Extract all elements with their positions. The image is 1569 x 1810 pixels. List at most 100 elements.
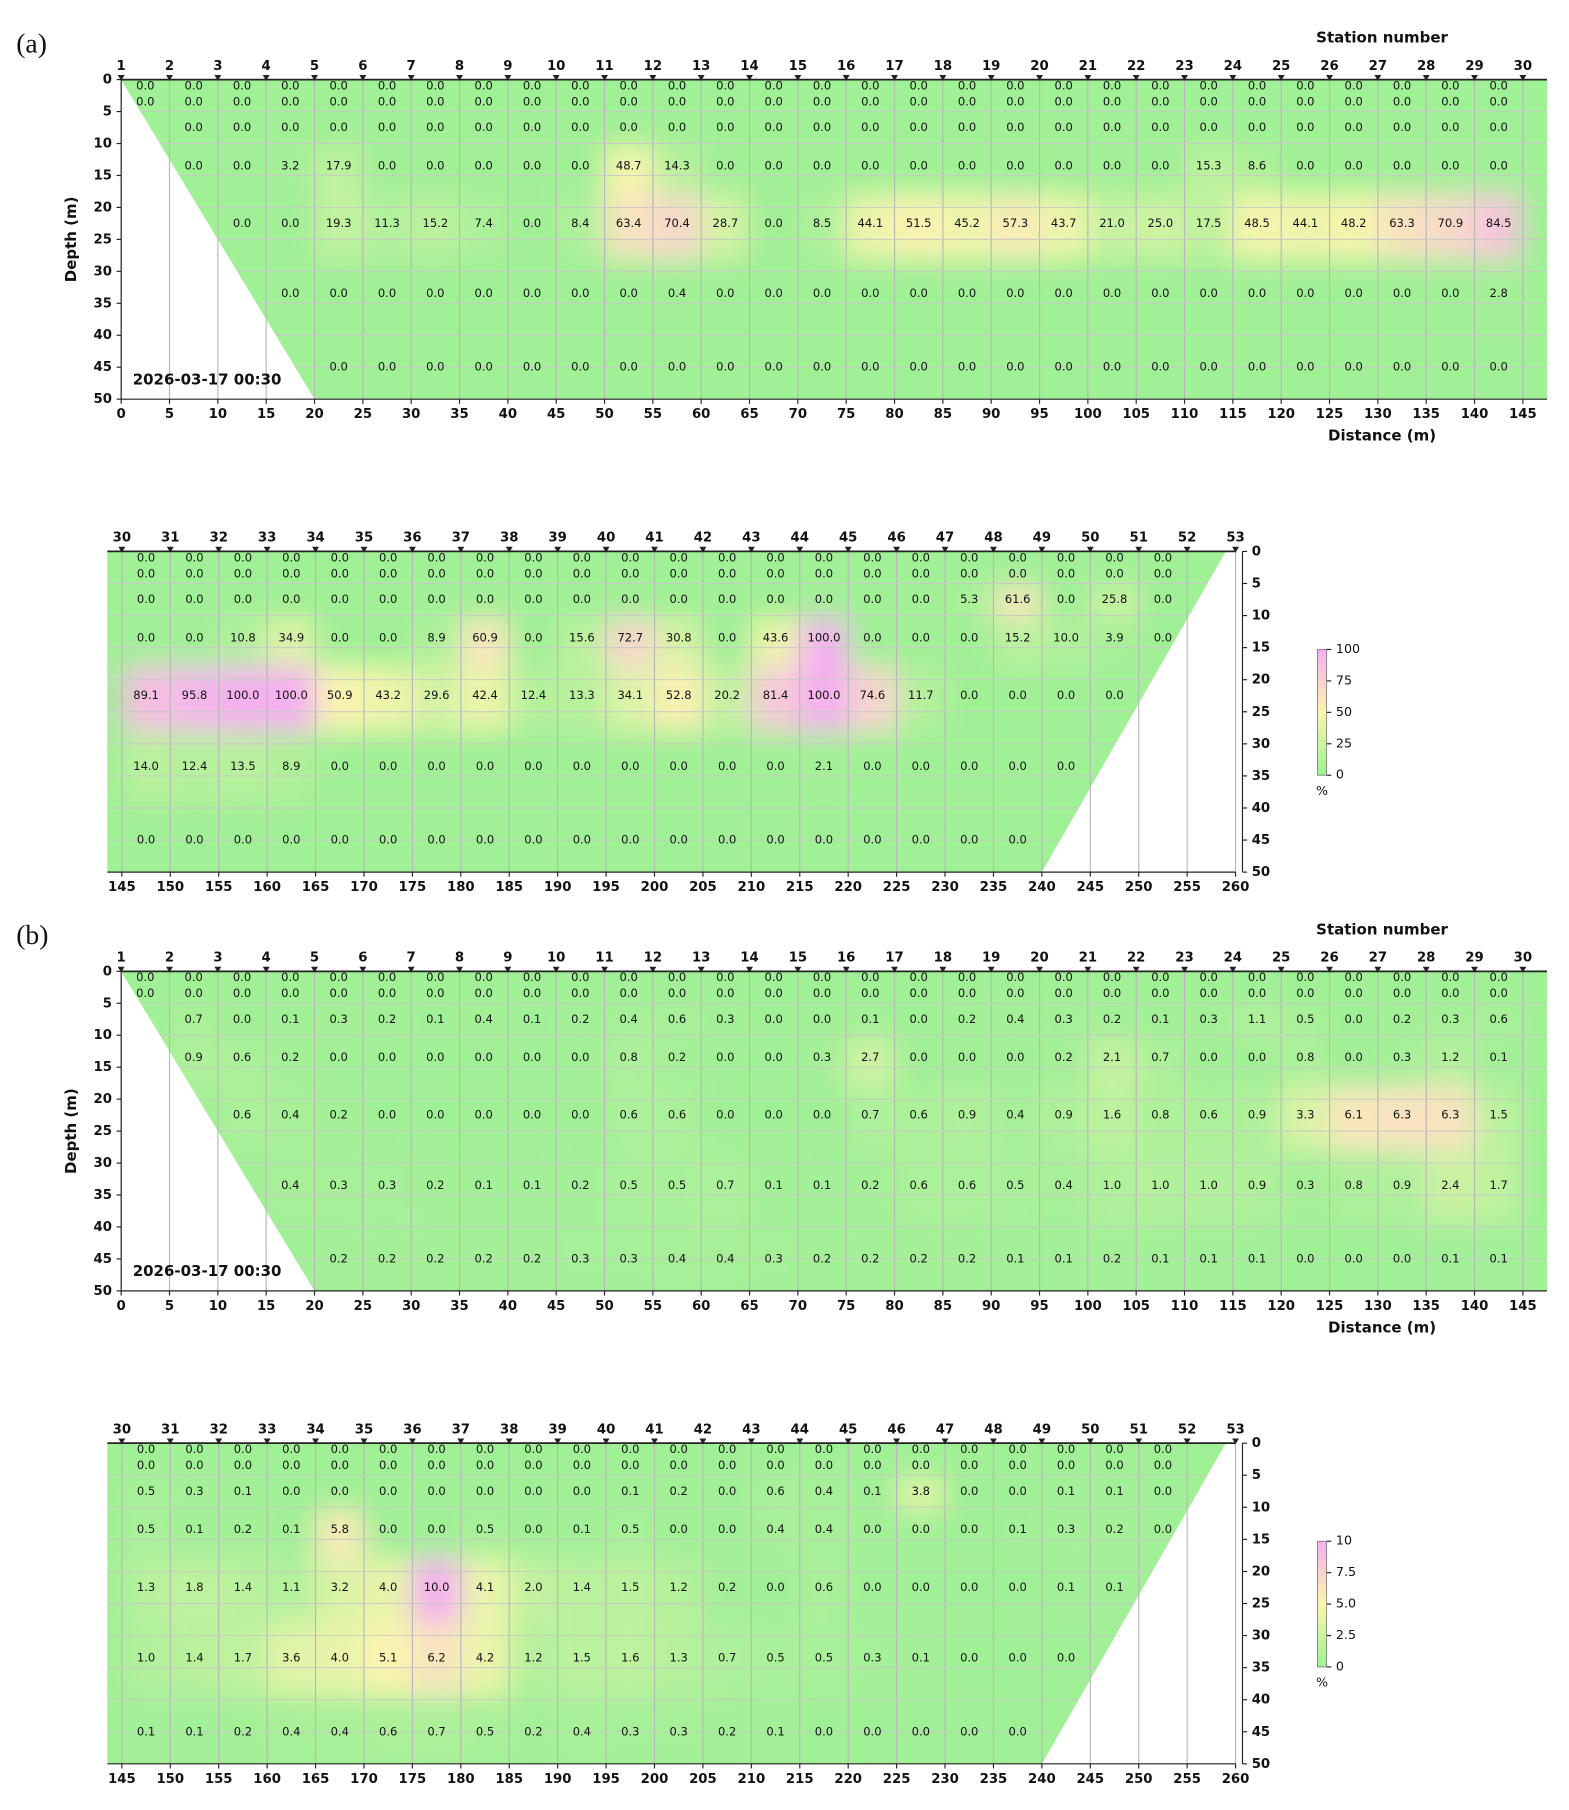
cell-value: 0.9 — [1393, 1178, 1411, 1192]
cell-value: 0.0 — [863, 1442, 881, 1456]
cell-value: 1.1 — [282, 1580, 300, 1594]
cell-value: 0.0 — [1055, 120, 1073, 134]
station-number: 21 — [1079, 950, 1097, 965]
heat-cell — [314, 1222, 363, 1291]
heat-cell — [604, 114, 653, 147]
heat-cell — [314, 79, 363, 94]
heat-cell — [1039, 330, 1088, 400]
heat-cell — [942, 93, 992, 115]
station-marker — [891, 74, 898, 81]
x-tick-label: 55 — [644, 407, 662, 422]
cell-value: 0.0 — [137, 592, 155, 606]
heat-blur — [121, 551, 1188, 873]
heat-cell — [170, 1622, 219, 1695]
heat-cell — [1426, 258, 1475, 331]
station-marker — [1422, 74, 1430, 81]
y-tick-label: 35 — [1252, 1661, 1270, 1676]
station-marker — [1132, 74, 1140, 81]
heat-cell — [894, 1038, 943, 1087]
heat-cell — [606, 1478, 655, 1511]
cell-value: 0.0 — [716, 986, 734, 1000]
heat-cell — [799, 666, 849, 732]
heat-cell — [121, 971, 170, 986]
heat-cell — [702, 618, 752, 667]
station-number: 40 — [597, 1422, 615, 1437]
cell-value: 0.0 — [523, 94, 541, 108]
heat-cell — [1087, 194, 1137, 259]
heat-cell — [412, 1622, 461, 1695]
heat-cell — [846, 1086, 895, 1151]
heat-cell — [460, 803, 510, 873]
heat-cell — [267, 1478, 316, 1511]
heat-cell — [606, 1443, 655, 1458]
station-marker — [505, 1438, 513, 1445]
cell-value: 0.8 — [1296, 1050, 1314, 1064]
cell-value: 0.2 — [1055, 1050, 1073, 1064]
heat-cell — [1232, 1150, 1282, 1223]
cell-value: 0.0 — [620, 94, 638, 108]
cell-value: 0.0 — [861, 158, 879, 172]
cell-value: 0.0 — [379, 759, 397, 773]
cell-value: 3.8 — [912, 1484, 930, 1498]
cell-value: 0.0 — [1393, 94, 1411, 108]
cell-value: 0.0 — [571, 158, 589, 172]
heat-cell — [1377, 1086, 1427, 1151]
heat-cell — [1087, 79, 1137, 94]
heat-cell — [604, 971, 653, 986]
station-marker — [989, 546, 997, 553]
cell-value: 0.0 — [621, 833, 639, 847]
cell-value: 0.0 — [281, 970, 299, 984]
cell-value: 0.7 — [1151, 1050, 1169, 1064]
heat-cell — [459, 1222, 508, 1291]
heat-cell — [121, 551, 171, 566]
heat-cell — [1136, 114, 1185, 147]
heat-cell — [362, 1150, 412, 1223]
station-number: 5 — [310, 59, 319, 74]
panel-label: (a) — [16, 28, 47, 59]
heat-cell — [170, 803, 219, 873]
heat-cell — [1329, 1222, 1378, 1291]
cell-value: 0.0 — [331, 1484, 349, 1498]
heat-cell — [1184, 194, 1233, 259]
heat-cell — [1474, 258, 1523, 331]
cell-value: 25.8 — [1102, 592, 1128, 606]
heat-cell — [1232, 114, 1282, 147]
heat-cell — [1136, 79, 1185, 94]
y-tick-label: 10 — [93, 1028, 111, 1043]
heat-cell — [556, 1006, 605, 1039]
cell-value: 0.0 — [1154, 1484, 1172, 1498]
heat-cell — [1184, 971, 1233, 986]
heat-cell — [509, 803, 558, 873]
cell-value: 0.0 — [1441, 120, 1459, 134]
heat-cell — [799, 1478, 849, 1511]
cell-value: 1.0 — [1200, 1178, 1218, 1192]
heat-cell — [1281, 93, 1330, 115]
cell-value: 0.2 — [958, 1012, 976, 1026]
station-number: 6 — [358, 59, 367, 74]
cell-value: 0.0 — [1151, 158, 1169, 172]
cell-value: 0.0 — [670, 1522, 688, 1536]
station-marker — [456, 74, 463, 81]
cell-value: 0.0 — [1200, 286, 1218, 300]
cell-value: 0.0 — [476, 566, 494, 580]
heat-cell — [749, 146, 798, 195]
cell-value: 0.0 — [234, 566, 252, 580]
cell-value: 0.0 — [137, 833, 155, 847]
cell-value: 44.1 — [858, 216, 884, 230]
cell-value: 0.0 — [910, 1012, 928, 1026]
cell-value: 0.0 — [378, 94, 396, 108]
heat-cell — [896, 1622, 946, 1695]
station-number: 38 — [500, 1422, 518, 1437]
heat-cell — [509, 1558, 558, 1623]
station-marker — [601, 966, 608, 973]
cell-value: 0.0 — [620, 986, 638, 1000]
heat-cell — [170, 586, 219, 619]
heat-cell — [217, 985, 267, 1007]
cell-value: 0.0 — [766, 1442, 784, 1456]
heat-cell — [654, 1694, 703, 1764]
heat-cell — [412, 1694, 461, 1764]
heat-cell — [894, 971, 943, 986]
cell-value: 7.4 — [475, 216, 493, 230]
heat-cell — [702, 1457, 752, 1479]
cell-value: 0.0 — [524, 1442, 542, 1456]
